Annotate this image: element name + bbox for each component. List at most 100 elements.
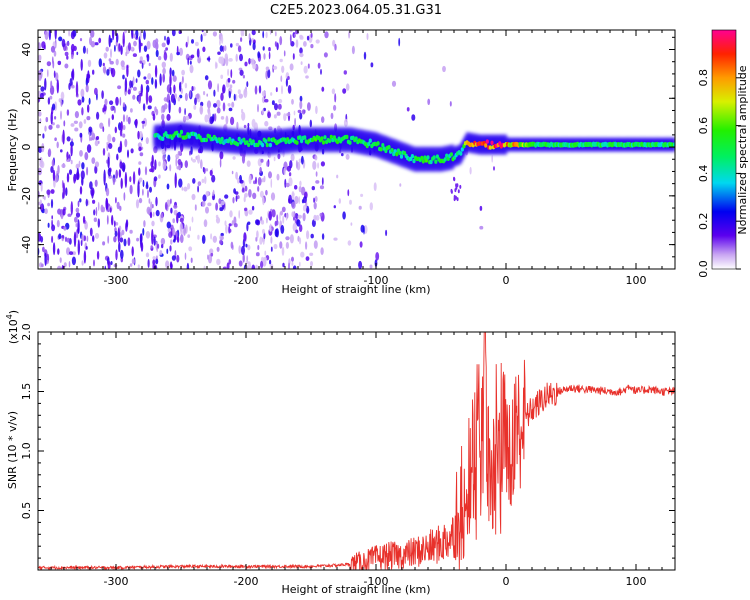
snr-plot-area <box>38 332 675 570</box>
noise-speck <box>82 45 86 54</box>
noise-speck <box>38 54 42 61</box>
noise-speck <box>70 30 75 40</box>
noise-speck <box>93 259 95 267</box>
noise-speck <box>129 263 133 267</box>
noise-speck <box>183 186 188 192</box>
noise-speck <box>121 229 125 236</box>
noise-speck <box>220 74 224 80</box>
noise-speck <box>262 257 267 262</box>
noise-speck <box>276 111 281 116</box>
noise-speck <box>136 237 140 242</box>
noise-speck <box>217 83 220 93</box>
ridge-point <box>348 140 352 145</box>
ridge-point <box>432 155 436 160</box>
noise-speck <box>224 194 229 199</box>
noise-speck <box>151 77 154 85</box>
noise-speck <box>38 72 42 82</box>
noise-speck <box>287 76 290 80</box>
noise-speck <box>149 186 152 193</box>
noise-speck <box>270 246 273 252</box>
noise-speck <box>143 76 147 80</box>
noise-speck <box>239 69 244 76</box>
noise-speck <box>86 116 91 121</box>
noise-speck <box>118 241 121 253</box>
noise-speck <box>38 111 42 117</box>
noise-speck <box>233 93 236 101</box>
noise-speck <box>269 30 272 35</box>
noise-speck <box>139 30 142 40</box>
noise-speck <box>50 80 53 89</box>
noise-speck <box>343 70 347 75</box>
colorbar-tick-label: 0.2 <box>697 212 710 230</box>
noise-speck <box>363 51 367 60</box>
noise-speck <box>204 75 209 81</box>
noise-speck <box>220 92 224 102</box>
noise-speck <box>172 75 177 82</box>
noise-speck <box>161 244 164 249</box>
ridge-point <box>460 147 464 152</box>
noise-speck <box>315 105 318 115</box>
noise-speck <box>309 252 314 256</box>
ridge-point <box>218 139 223 145</box>
noise-speck <box>247 244 251 251</box>
noise-speck <box>366 33 369 40</box>
noise-speck <box>190 54 195 59</box>
noise-speck <box>177 150 182 156</box>
noise-speck <box>71 84 75 89</box>
noise-speck <box>336 174 339 179</box>
noise-speck <box>169 52 173 62</box>
noise-speck <box>69 251 74 256</box>
noise-speck <box>155 196 158 207</box>
noise-speck <box>311 219 316 228</box>
noise-speck <box>243 124 247 129</box>
noise-speck <box>292 265 297 269</box>
noise-speck <box>191 193 196 201</box>
noise-speck <box>190 257 193 263</box>
noise-speck <box>203 167 206 174</box>
noise-speck <box>147 189 149 199</box>
noise-speck <box>314 155 318 161</box>
noise-speck <box>213 113 217 122</box>
noise-speck <box>145 79 149 85</box>
noise-speck <box>158 161 161 167</box>
noise-speck <box>235 195 238 202</box>
noise-speck <box>204 114 209 123</box>
noise-speck <box>147 258 150 268</box>
noise-speck <box>276 220 279 226</box>
noise-speck <box>333 104 337 111</box>
noise-speck <box>273 156 276 162</box>
noise-speck <box>282 262 285 268</box>
noise-speck <box>285 236 290 241</box>
noise-speck <box>102 148 106 156</box>
ridge-point <box>390 148 394 153</box>
noise-speck <box>342 88 347 94</box>
noise-speck <box>105 46 109 52</box>
noise-speck <box>119 140 123 153</box>
noise-speck <box>119 161 123 169</box>
noise-speck <box>157 56 162 61</box>
noise-speck <box>138 39 142 53</box>
ridge-point <box>303 135 307 140</box>
noise-speck <box>187 183 191 190</box>
noise-speck <box>216 258 221 266</box>
noise-speck <box>140 84 143 95</box>
noise-speck <box>165 47 169 51</box>
noise-speck <box>166 183 170 190</box>
noise-speck <box>51 235 54 243</box>
noise-speck <box>299 180 302 187</box>
noise-speck <box>391 80 397 87</box>
noise-speck <box>45 117 49 123</box>
noise-speck <box>163 51 168 61</box>
ridge-point <box>237 136 241 142</box>
noise-speck <box>330 112 334 120</box>
noise-speck <box>119 205 122 211</box>
noise-speck <box>299 261 301 267</box>
noise-speck <box>179 217 184 223</box>
noise-speck <box>203 265 206 269</box>
noise-speck <box>57 208 62 215</box>
noise-speck <box>343 118 348 127</box>
noise-speck <box>341 153 344 157</box>
noise-speck <box>299 95 303 102</box>
noise-speck <box>220 56 224 65</box>
noise-speck <box>265 217 268 224</box>
